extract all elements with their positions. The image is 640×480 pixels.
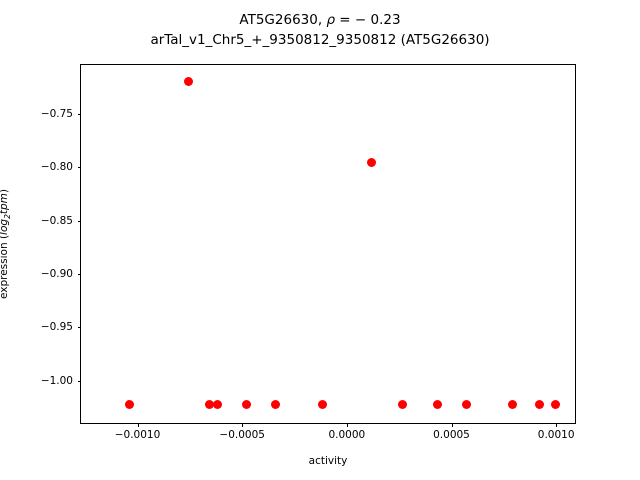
x-axis-tick-label: 0.0005	[433, 429, 470, 441]
chart-title: AT5G26630, ρ = − 0.23 arTal_v1_Chr5_+_93…	[0, 10, 640, 50]
y-axis-label-suffix: )	[0, 189, 10, 193]
x-axis-tick	[242, 423, 244, 427]
x-axis-tick	[346, 423, 348, 427]
scatter-point	[550, 400, 560, 410]
y-axis-tick	[77, 220, 81, 222]
title-rho-prefix: ,	[317, 12, 327, 28]
y-axis-tick	[77, 273, 81, 275]
y-axis-tick-label: −0.90	[40, 267, 73, 280]
plot-data-area	[81, 65, 575, 423]
plot-axes: −0.0010 −0.0005 0.0000 0.0005 0.0010 −0.75 −0.…	[41, 64, 576, 441]
scatter-point	[205, 400, 215, 410]
scatter-point	[270, 400, 280, 410]
x-axis-tick	[137, 423, 139, 427]
x-axis-tick-label: 0.0000	[328, 429, 366, 441]
y-axis-label-subscript: 2	[3, 214, 13, 219]
chart-title-line-1: AT5G26630, ρ = − 0.23	[0, 10, 640, 30]
y-axis-tick-label: −0.85	[40, 214, 73, 227]
scatter-point	[125, 400, 135, 410]
y-axis-tick	[77, 380, 81, 382]
chart-title-line-2: arTal_v1_Chr5_+_9350812_9350812 (AT5G266…	[150, 32, 490, 48]
y-axis-tick	[77, 113, 81, 115]
y-axis-label-prefix: expression (	[0, 235, 10, 300]
scatter-point	[242, 400, 252, 410]
scatter-point	[508, 400, 518, 410]
title-rho-symbol: ρ	[326, 12, 336, 28]
scatter-point	[535, 400, 545, 410]
x-axis-tick-label: −0.0010	[114, 429, 161, 441]
x-axis-tick-label: −0.0005	[219, 429, 265, 441]
title-rho-value: = − 0.23	[335, 12, 401, 28]
scatter-point	[367, 157, 377, 167]
y-axis-tick-label: −0.75	[40, 107, 73, 120]
x-axis-label: activity	[308, 455, 348, 467]
scatter-point	[432, 400, 442, 410]
title-gene-id: AT5G26630	[239, 12, 318, 28]
y-axis-tick-label: −1.00	[40, 374, 73, 387]
scatter-point	[318, 400, 328, 410]
y-axis-tick	[77, 167, 81, 169]
y-axis-tick	[77, 327, 81, 329]
x-axis-tick	[556, 423, 558, 427]
x-axis-tick-label: 0.0010	[537, 429, 575, 441]
y-axis-tick-label: −0.95	[40, 321, 73, 334]
scatter-point	[461, 400, 471, 410]
scatter-point	[398, 400, 408, 410]
y-axis-tick-label: −0.80	[40, 161, 73, 174]
scatter-point	[213, 400, 223, 410]
y-axis-label-tpm: tpm	[0, 193, 10, 215]
x-axis-tick	[451, 423, 453, 427]
y-axis-label-log: log	[0, 218, 10, 235]
scatter-point	[183, 76, 193, 86]
y-axis-label: expression (log2tpm)	[0, 189, 12, 299]
